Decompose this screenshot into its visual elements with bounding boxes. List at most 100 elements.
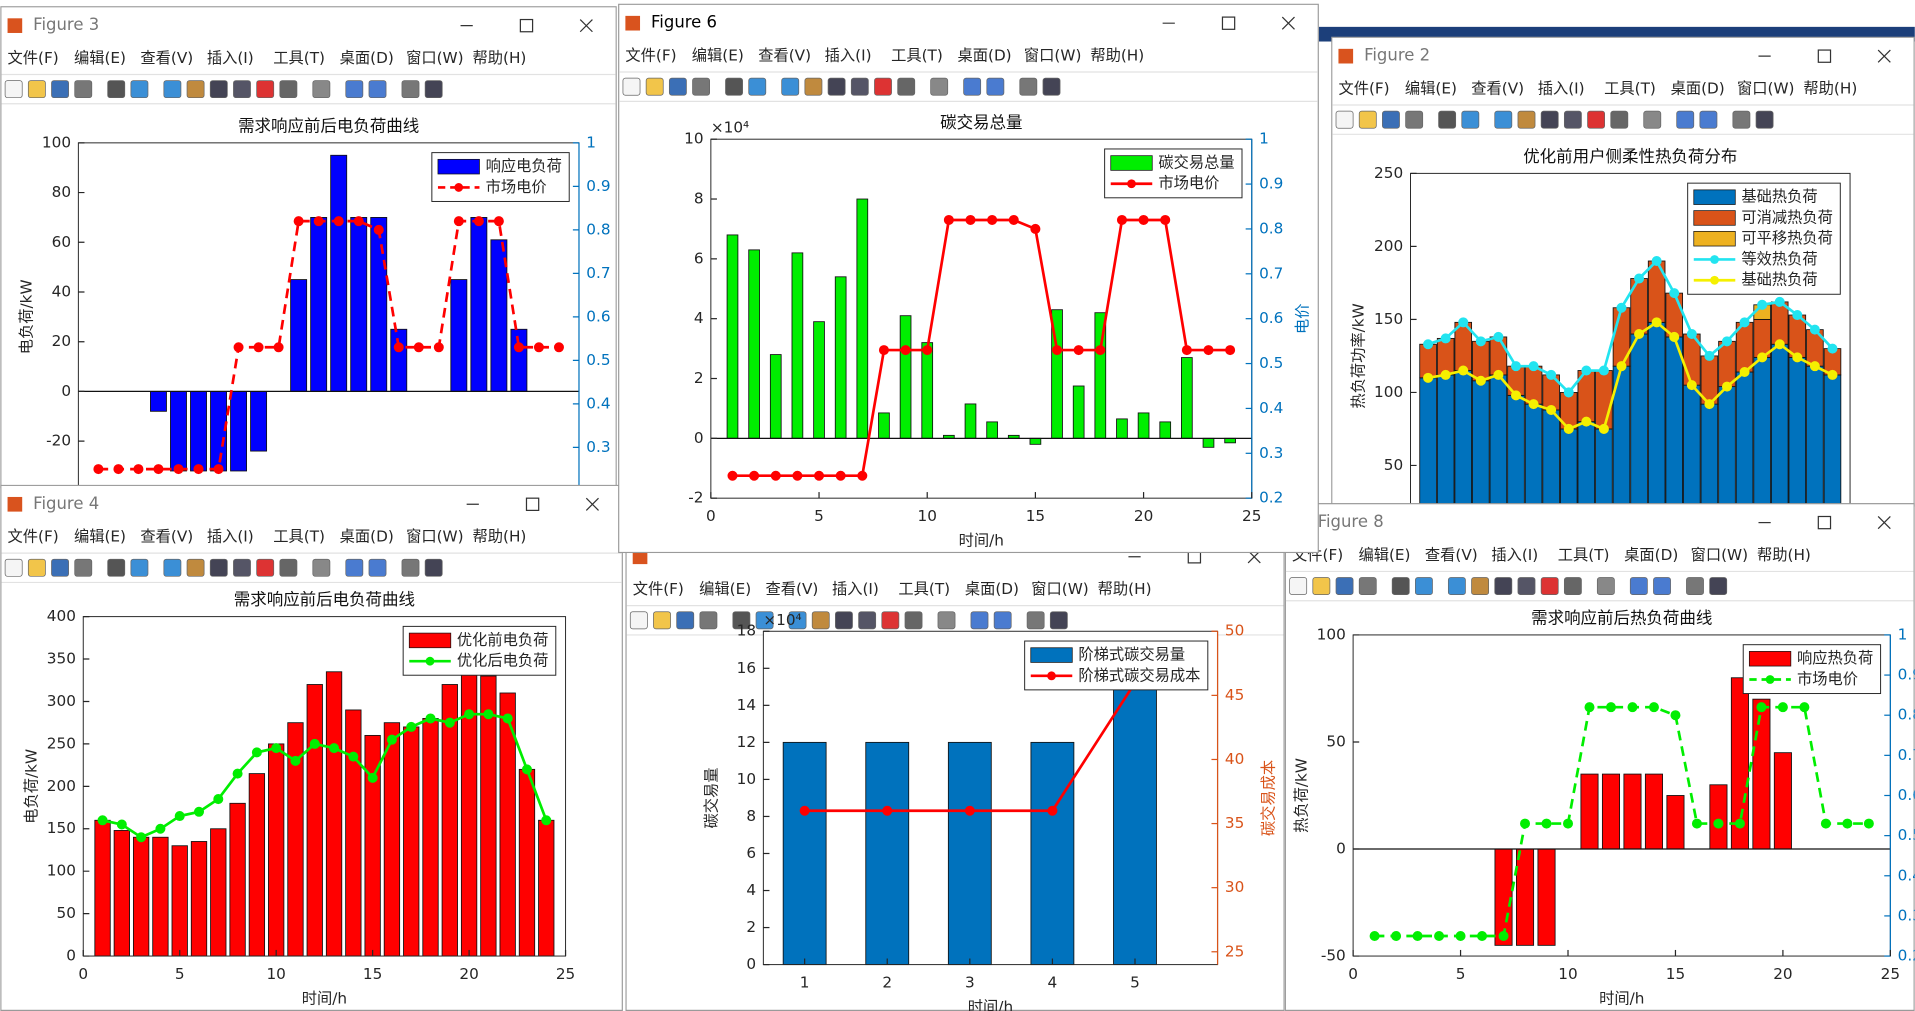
toolbar-button[interactable] [930, 77, 949, 96]
toolbar-button[interactable] [401, 80, 420, 99]
toolbar-button[interactable] [233, 558, 251, 577]
toolbar-button[interactable] [1610, 110, 1629, 129]
toolbar-button[interactable] [312, 558, 331, 577]
menu-item[interactable]: 桌面(D) [340, 49, 394, 67]
menu-item[interactable]: 工具(T) [273, 528, 325, 546]
toolbar-button[interactable] [51, 558, 69, 577]
toolbar-button[interactable] [653, 611, 671, 630]
toolbar-button[interactable] [312, 80, 331, 99]
toolbar-button[interactable] [1026, 611, 1045, 630]
toolbar-button[interactable] [850, 77, 869, 96]
toolbar-button[interactable] [1405, 110, 1424, 129]
menu-item[interactable]: 桌面(D) [965, 580, 1019, 598]
menu-item[interactable]: 桌面(D) [958, 47, 1012, 65]
toolbar-button[interactable] [1461, 110, 1480, 129]
menu-item[interactable]: 窗口(W) [406, 49, 463, 67]
toolbar-button[interactable] [1643, 110, 1662, 129]
menu-item[interactable]: 编辑(E) [692, 47, 744, 65]
menu-item[interactable]: 帮助(H) [1098, 580, 1152, 598]
menu-item[interactable]: 插入(I) [832, 580, 879, 598]
toolbar-button[interactable] [1335, 577, 1354, 596]
toolbar-button[interactable] [4, 80, 23, 99]
toolbar-button[interactable] [368, 558, 387, 577]
menu-item[interactable]: 工具(T) [273, 49, 325, 67]
menu-item[interactable]: 桌面(D) [1624, 546, 1678, 564]
maximize-button[interactable] [1817, 49, 1832, 63]
menu-item[interactable]: 插入(I) [825, 47, 872, 65]
menu-item[interactable]: 查看(V) [1425, 546, 1478, 564]
toolbar-button[interactable] [209, 558, 228, 577]
toolbar-button[interactable] [209, 80, 228, 99]
toolbar-button[interactable] [1517, 110, 1536, 129]
toolbar-button[interactable] [186, 558, 205, 577]
toolbar-button[interactable] [788, 611, 807, 630]
menu-item[interactable]: 文件(F) [633, 580, 684, 598]
toolbar-button[interactable] [1049, 611, 1068, 630]
toolbar-button[interactable] [1415, 577, 1433, 596]
toolbar-button[interactable] [1563, 110, 1582, 129]
toolbar-button[interactable] [74, 558, 93, 577]
menu-item[interactable]: 窗口(W) [1024, 47, 1081, 65]
toolbar-button[interactable] [130, 80, 149, 99]
menu-item[interactable]: 插入(I) [207, 528, 254, 546]
toolbar-button[interactable] [1471, 577, 1490, 596]
toolbar-button[interactable] [1653, 577, 1671, 596]
toolbar-button[interactable] [107, 558, 126, 577]
toolbar-button[interactable] [1517, 577, 1536, 596]
toolbar-button[interactable] [970, 611, 989, 630]
menu-item[interactable]: 插入(I) [207, 49, 254, 67]
menu-item[interactable]: 窗口(W) [1691, 546, 1748, 564]
toolbar-button[interactable] [233, 80, 251, 99]
toolbar-button[interactable] [835, 611, 853, 630]
toolbar-button[interactable] [1699, 110, 1718, 129]
toolbar-button[interactable] [986, 77, 1005, 96]
toolbar-button[interactable] [1289, 577, 1308, 596]
menu-item[interactable]: 窗口(W) [1031, 580, 1088, 598]
toolbar-button[interactable] [1587, 110, 1606, 129]
menu-item[interactable]: 帮助(H) [473, 528, 527, 546]
toolbar-button[interactable] [74, 80, 93, 99]
toolbar-button[interactable] [1540, 110, 1559, 129]
toolbar-button[interactable] [368, 80, 387, 99]
toolbar-button[interactable] [27, 80, 46, 99]
toolbar-button[interactable] [827, 77, 846, 96]
toolbar-button[interactable] [1447, 577, 1466, 596]
menu-item[interactable]: 文件(F) [8, 49, 59, 67]
toolbar-button[interactable] [279, 80, 298, 99]
toolbar-button[interactable] [1540, 577, 1559, 596]
toolbar-button[interactable] [1382, 110, 1400, 129]
toolbar-button[interactable] [1686, 577, 1704, 596]
menu-item[interactable]: 窗口(W) [406, 528, 463, 546]
toolbar-button[interactable] [1494, 110, 1513, 129]
toolbar-button[interactable] [1709, 577, 1728, 596]
menu-item[interactable]: 帮助(H) [473, 49, 527, 67]
toolbar-button[interactable] [963, 77, 982, 96]
toolbar-button[interactable] [748, 77, 767, 96]
toolbar-button[interactable] [1042, 77, 1061, 96]
close-button[interactable] [585, 497, 599, 511]
toolbar-button[interactable] [1494, 577, 1513, 596]
toolbar-button[interactable] [130, 558, 149, 577]
toolbar-button[interactable] [1335, 110, 1354, 129]
menu-item[interactable]: 桌面(D) [1671, 80, 1725, 98]
toolbar-button[interactable] [163, 80, 182, 99]
menu-item[interactable]: 文件(F) [8, 528, 59, 546]
toolbar-button[interactable] [107, 80, 126, 99]
toolbar-button[interactable] [256, 558, 275, 577]
menu-item[interactable]: 工具(T) [891, 47, 943, 65]
toolbar-button[interactable] [401, 558, 420, 577]
toolbar-button[interactable] [897, 77, 916, 96]
menu-item[interactable]: 窗口(W) [1737, 80, 1794, 98]
toolbar-button[interactable] [424, 558, 443, 577]
menu-item[interactable]: 文件(F) [1338, 80, 1389, 98]
close-button[interactable] [1877, 49, 1891, 63]
menu-item[interactable]: 桌面(D) [340, 528, 394, 546]
toolbar-button[interactable] [629, 611, 648, 630]
toolbar-button[interactable] [345, 558, 364, 577]
toolbar-button[interactable] [993, 611, 1012, 630]
close-button[interactable] [579, 19, 593, 33]
toolbar-button[interactable] [874, 77, 892, 96]
menu-item[interactable]: 编辑(E) [1405, 80, 1457, 98]
menu-item[interactable]: 帮助(H) [1757, 546, 1811, 564]
toolbar-button[interactable] [186, 80, 205, 99]
